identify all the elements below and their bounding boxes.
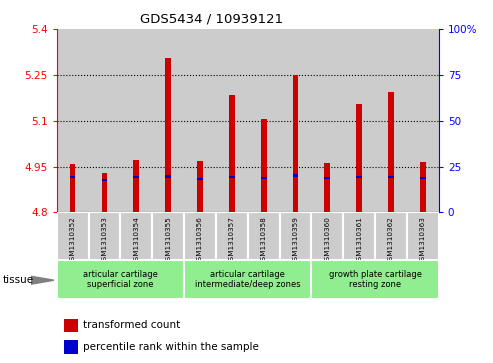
Bar (388, 176, 394, 179)
Bar (120, 212, 152, 260)
Text: GSM1310355: GSM1310355 (165, 216, 171, 265)
Bar (312, 260, 439, 299)
Bar (57, 260, 184, 299)
Bar (312, 29, 343, 212)
Bar (197, 161, 203, 212)
Text: GSM1310356: GSM1310356 (197, 216, 203, 265)
Bar (407, 29, 439, 212)
Bar (229, 176, 235, 179)
Bar (184, 29, 216, 212)
Bar (184, 212, 216, 260)
Bar (134, 160, 139, 212)
Bar (102, 179, 107, 182)
Text: GSM1310360: GSM1310360 (324, 216, 330, 265)
Bar (420, 162, 426, 212)
Bar (165, 175, 171, 178)
Bar (165, 58, 171, 212)
Text: growth plate cartilage
resting zone: growth plate cartilage resting zone (329, 270, 422, 289)
Bar (184, 260, 312, 299)
Bar (64, 319, 78, 332)
Bar (197, 178, 203, 180)
Bar (324, 163, 330, 212)
Text: articular cartilage
intermediate/deep zones: articular cartilage intermediate/deep zo… (195, 270, 301, 289)
Text: transformed count: transformed count (83, 321, 180, 330)
Bar (89, 29, 120, 212)
Polygon shape (31, 276, 54, 284)
Bar (407, 212, 439, 260)
Bar (102, 173, 107, 212)
Text: GSM1310361: GSM1310361 (356, 216, 362, 265)
Bar (247, 212, 280, 260)
Bar (261, 177, 267, 179)
Bar (89, 212, 120, 260)
Bar (293, 76, 298, 212)
Bar (343, 212, 375, 260)
Bar (375, 212, 407, 260)
Bar (152, 212, 184, 260)
Bar (70, 164, 75, 212)
Bar (134, 176, 139, 179)
Bar (280, 212, 312, 260)
Text: GSM1310363: GSM1310363 (420, 216, 426, 265)
Bar (343, 29, 375, 212)
Bar (216, 29, 247, 212)
Bar (293, 175, 298, 177)
Text: articular cartilage
superficial zone: articular cartilage superficial zone (83, 270, 158, 289)
Text: GSM1310357: GSM1310357 (229, 216, 235, 265)
Text: GSM1310353: GSM1310353 (102, 216, 107, 265)
Bar (356, 176, 362, 179)
Text: GSM1310352: GSM1310352 (70, 216, 75, 265)
Text: GSM1310354: GSM1310354 (133, 216, 140, 265)
Bar (324, 177, 330, 179)
Bar (261, 119, 267, 212)
Bar (64, 340, 78, 354)
Text: GDS5434 / 10939121: GDS5434 / 10939121 (141, 13, 283, 26)
Text: percentile rank within the sample: percentile rank within the sample (83, 342, 258, 352)
Bar (57, 212, 89, 260)
Bar (356, 104, 362, 212)
Bar (375, 29, 407, 212)
Bar (312, 212, 343, 260)
Text: GSM1310359: GSM1310359 (292, 216, 298, 265)
Bar (216, 212, 247, 260)
Bar (247, 29, 280, 212)
Bar (120, 29, 152, 212)
Bar (152, 29, 184, 212)
Bar (420, 177, 426, 179)
Text: GSM1310358: GSM1310358 (261, 216, 267, 265)
Bar (280, 29, 312, 212)
Bar (388, 92, 394, 212)
Bar (229, 95, 235, 212)
Bar (70, 176, 75, 179)
Bar (57, 29, 89, 212)
Text: GSM1310362: GSM1310362 (388, 216, 394, 265)
Text: tissue: tissue (2, 275, 34, 285)
